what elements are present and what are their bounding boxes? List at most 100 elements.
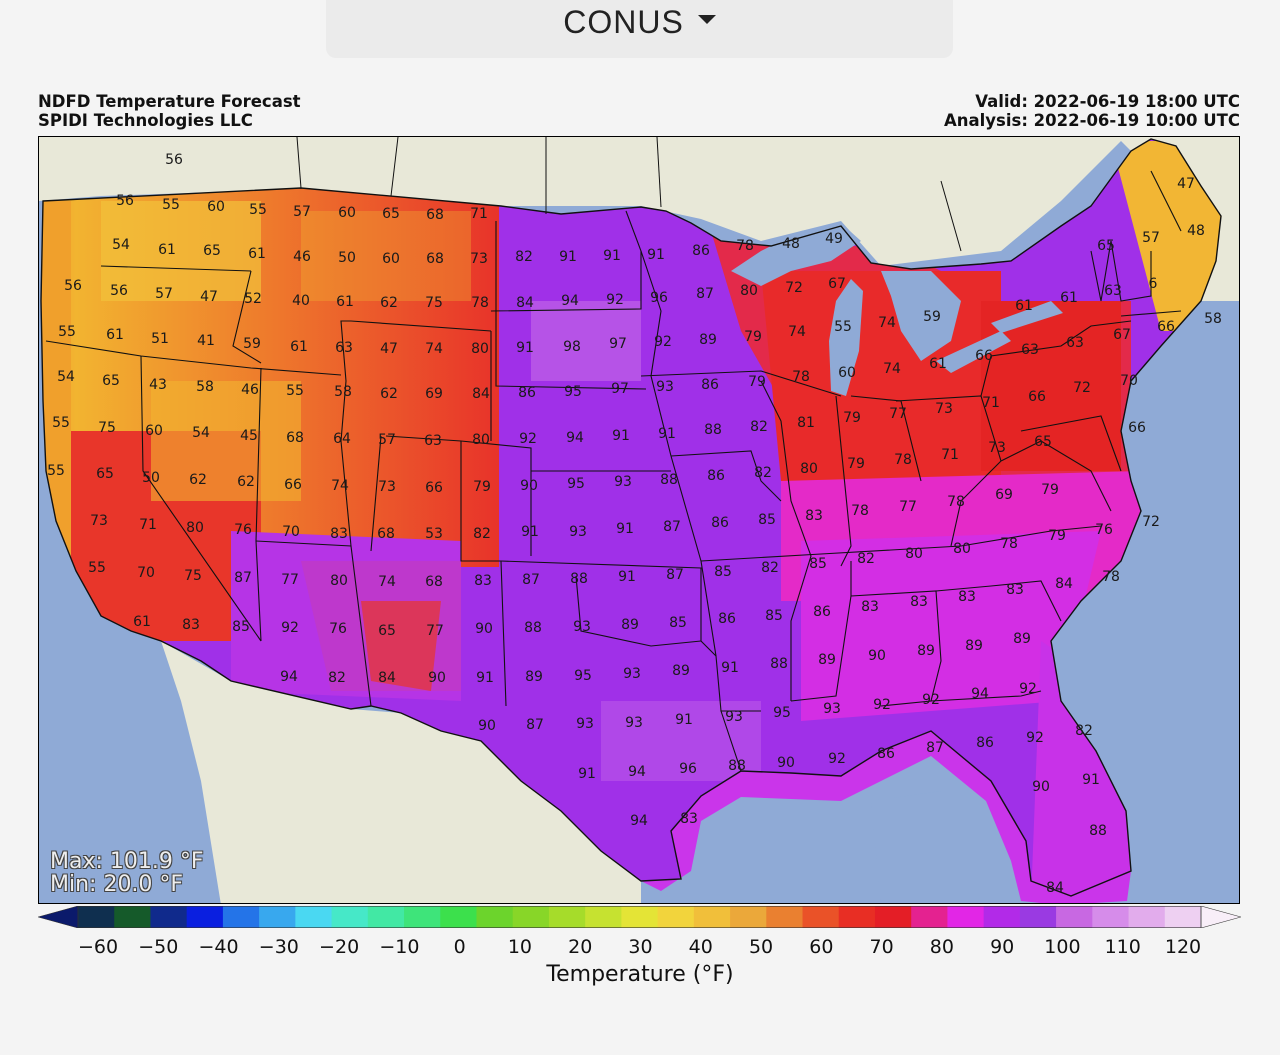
station-value: 65 — [378, 623, 396, 639]
station-value: 53 — [425, 526, 443, 542]
max-value: Max: 101.9 °F — [50, 849, 204, 874]
station-value: 88 — [570, 571, 588, 587]
station-values: 56 56 55 60 55 57 60 65 68 71 54 61 65 61 46 50 60 68 73 82… — [47, 152, 1222, 896]
station-value: 73 — [378, 479, 396, 495]
station-value: 91 — [521, 524, 539, 540]
station-value: 66 — [975, 348, 993, 364]
station-value: 94 — [561, 293, 579, 309]
colorbar-segment — [838, 906, 876, 928]
mexico-land — [161, 641, 641, 903]
colorbar-tick-label: −40 — [198, 936, 239, 958]
station-value: 83 — [1006, 582, 1024, 598]
station-value: 84 — [1046, 880, 1064, 896]
station-value: 93 — [614, 474, 632, 490]
colorbar-tick-label: −60 — [77, 936, 119, 958]
station-value: 78 — [851, 503, 869, 519]
station-value: 56 — [110, 283, 128, 299]
canada-land — [39, 137, 1239, 301]
station-value: 83 — [182, 617, 200, 633]
station-value: 68 — [377, 526, 395, 542]
station-value: 88 — [524, 620, 542, 636]
station-value: 91 — [618, 569, 636, 585]
station-value: 88 — [770, 656, 788, 672]
colorbar-tick-label: −30 — [258, 936, 299, 958]
station-value: 92 — [873, 697, 891, 713]
station-value: 97 — [611, 381, 629, 397]
station-value: 46 — [241, 382, 259, 398]
station-value: 62 — [380, 295, 398, 311]
station-value: 94 — [280, 669, 298, 685]
station-value: 60 — [838, 365, 856, 381]
station-value: 79 — [748, 374, 766, 390]
station-value: 68 — [286, 430, 304, 446]
station-value: 67 — [1113, 327, 1131, 343]
station-value: 80 — [905, 546, 923, 562]
station-value: 66 — [1157, 319, 1175, 335]
temperature-colorbar — [38, 906, 1241, 928]
station-value: 85 — [765, 608, 783, 624]
colorbar-tick-label: 20 — [568, 936, 593, 958]
station-value: 59 — [243, 336, 261, 352]
station-value: 61 — [248, 246, 266, 262]
region-dropdown[interactable]: CONUS — [326, 0, 953, 58]
station-value: 70 — [1120, 373, 1138, 389]
station-value: 71 — [982, 395, 1000, 411]
station-value: 63 — [1021, 342, 1039, 358]
station-value: 85 — [758, 512, 776, 528]
station-value: 68 — [426, 251, 444, 267]
station-value: 76 — [329, 621, 347, 637]
station-value: 87 — [926, 740, 944, 756]
station-value: 41 — [197, 333, 215, 349]
colorbar-segment — [1128, 906, 1166, 928]
station-value: 89 — [621, 617, 639, 633]
station-value: 60 — [145, 423, 163, 439]
station-value: 62 — [237, 474, 255, 490]
station-value: 63 — [424, 433, 442, 449]
station-value: 61 — [133, 614, 151, 630]
station-value: 71 — [139, 517, 157, 533]
station-value: 56 — [64, 278, 82, 294]
station-value: 72 — [1142, 514, 1160, 530]
station-value: 78 — [947, 494, 965, 510]
station-value: 78 — [1102, 569, 1120, 585]
station-value: 84 — [1055, 576, 1073, 592]
colorbar-segment — [404, 906, 441, 928]
station-value: 95 — [564, 384, 582, 400]
colorbar-segment — [730, 906, 767, 928]
lake-superior — [731, 223, 861, 286]
colorbar-tick-label: 50 — [748, 936, 774, 958]
station-value: 80 — [953, 541, 971, 557]
station-value: 91 — [559, 249, 577, 265]
station-value: 60 — [338, 205, 356, 221]
station-value: 91 — [476, 670, 494, 686]
station-value: 50 — [338, 250, 356, 266]
colorbar-segment — [874, 906, 912, 928]
map-canvas: 56 56 55 60 55 57 60 65 68 71 54 61 65 61 46 50 60 68 73 82… — [39, 137, 1239, 903]
station-value: 61 — [290, 339, 308, 355]
station-value: 84 — [472, 386, 490, 402]
colorbar-segment — [947, 906, 985, 928]
colorbar-tick-label: 10 — [507, 936, 533, 958]
station-value: 68 — [426, 207, 444, 223]
province-borders — [296, 137, 962, 252]
station-value: 70 — [282, 524, 300, 540]
station-value: 51 — [151, 331, 169, 347]
station-value: 46 — [293, 249, 311, 265]
station-value: 59 — [923, 309, 941, 325]
map-provider: SPIDI Technologies LLC — [38, 111, 253, 130]
station-value: 76 — [1095, 522, 1113, 538]
station-value: 82 — [761, 560, 779, 576]
station-value: 93 — [656, 379, 674, 395]
station-value: 80 — [472, 432, 490, 448]
colorbar-segment — [114, 906, 151, 928]
station-value: 77 — [889, 406, 907, 422]
station-value: 55 — [58, 324, 76, 340]
station-value: 82 — [473, 526, 491, 542]
station-value: 95 — [773, 705, 791, 721]
colorbar-under-arrow — [38, 906, 79, 928]
station-value: 84 — [378, 670, 396, 686]
station-value: 57 — [155, 286, 173, 302]
station-value: 80 — [800, 461, 818, 477]
station-value: 80 — [740, 283, 758, 299]
station-value: 85 — [714, 564, 732, 580]
